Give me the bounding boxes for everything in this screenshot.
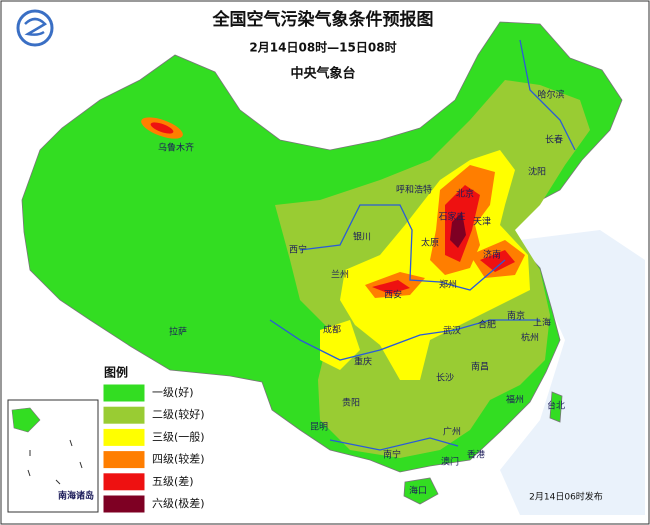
city-label: 太原 (421, 237, 439, 249)
city-label: 天津 (473, 217, 491, 228)
city-label: 银川 (353, 231, 371, 243)
city-label: 长沙 (436, 372, 454, 384)
city-label: 福州 (506, 394, 524, 406)
inset: 南海诸岛 (7, 399, 99, 513)
city-label: 兰州 (331, 269, 349, 281)
city-label: 西安 (384, 289, 402, 301)
legend: 图例 一级(好) 二级(较好) 三级(一般) 四级(较差) 五级(差) 六级(极差) (102, 365, 205, 514)
period: 2月14日08时—15日08时 (249, 40, 396, 55)
legend-label: 二级(较好) (152, 407, 205, 421)
level-region (403, 477, 439, 505)
city-label: 北京 (456, 188, 474, 200)
city-label: 南昌 (471, 361, 489, 373)
city-label: 台北 (547, 400, 565, 412)
level-region (150, 122, 174, 134)
legend-label: 一级(好) (152, 385, 194, 399)
city-label: 香港 (467, 449, 485, 461)
rivers (269, 39, 576, 451)
issuer: 中央气象台 (290, 66, 355, 82)
city-label: 乌鲁木齐 (158, 142, 194, 154)
city-label: 石家庄 (438, 211, 465, 223)
city-label: 广州 (443, 426, 461, 438)
city-label: 贵阳 (342, 397, 360, 409)
river (519, 39, 576, 151)
city-label: 南宁 (383, 449, 401, 461)
city-label: 昆明 (310, 422, 328, 433)
city-label: 南京 (507, 310, 525, 322)
inset-land (11, 407, 41, 433)
city-label: 长春 (545, 134, 563, 146)
city-label: 成都 (323, 324, 341, 336)
logo-ring (16, 9, 54, 47)
legend-label: 三级(一般) (152, 430, 205, 443)
legend-swatch (102, 472, 146, 492)
city-label: 海口 (409, 485, 427, 497)
city-label: 沈阳 (528, 166, 546, 178)
city-label: 上海 (533, 317, 551, 329)
city-label: 合肥 (478, 319, 496, 331)
island-mark (55, 479, 61, 485)
inset-label: 南海诸岛 (58, 490, 94, 502)
legend-swatch (102, 383, 146, 403)
city-label: 拉萨 (169, 326, 187, 338)
logo (16, 9, 54, 47)
legend-title: 图例 (104, 365, 128, 380)
level-region (549, 391, 563, 423)
island-mark (79, 461, 83, 469)
city-label: 杭州 (521, 332, 539, 344)
river (269, 319, 540, 361)
legend-label: 四级(较差) (152, 452, 205, 466)
legend-label: 六级(极差) (152, 496, 205, 510)
title: 全国空气污染气象条件预报图 (212, 9, 434, 30)
release-note: 2月14日06时发布 (529, 491, 603, 503)
city-labels: 乌鲁木齐 哈尔滨 长春 沈阳 呼和浩特 北京 天津 石家庄 太原 济南 银川 西… (158, 89, 565, 497)
level-region (480, 250, 515, 272)
legend-swatch (102, 427, 146, 447)
river (299, 204, 506, 291)
city-label: 郑州 (439, 279, 457, 291)
level-region (372, 280, 410, 294)
sea (500, 230, 645, 515)
logo-mark (24, 17, 48, 36)
city-label: 澳门 (441, 456, 459, 468)
legend-label: 五级(差) (152, 474, 194, 488)
city-label: 呼和浩特 (396, 184, 432, 196)
inset-islands (27, 439, 83, 485)
river (329, 437, 459, 451)
island-mark (27, 469, 31, 477)
city-label: 武汉 (443, 325, 461, 337)
legend-swatch (102, 450, 146, 470)
city-label: 哈尔滨 (537, 89, 564, 101)
level-region (450, 212, 466, 248)
legend-swatch (102, 494, 146, 514)
city-label: 济南 (483, 249, 501, 261)
island-mark (69, 439, 73, 447)
city-label: 西宁 (289, 244, 307, 256)
city-label: 重庆 (354, 356, 372, 368)
legend-swatch (102, 405, 146, 425)
